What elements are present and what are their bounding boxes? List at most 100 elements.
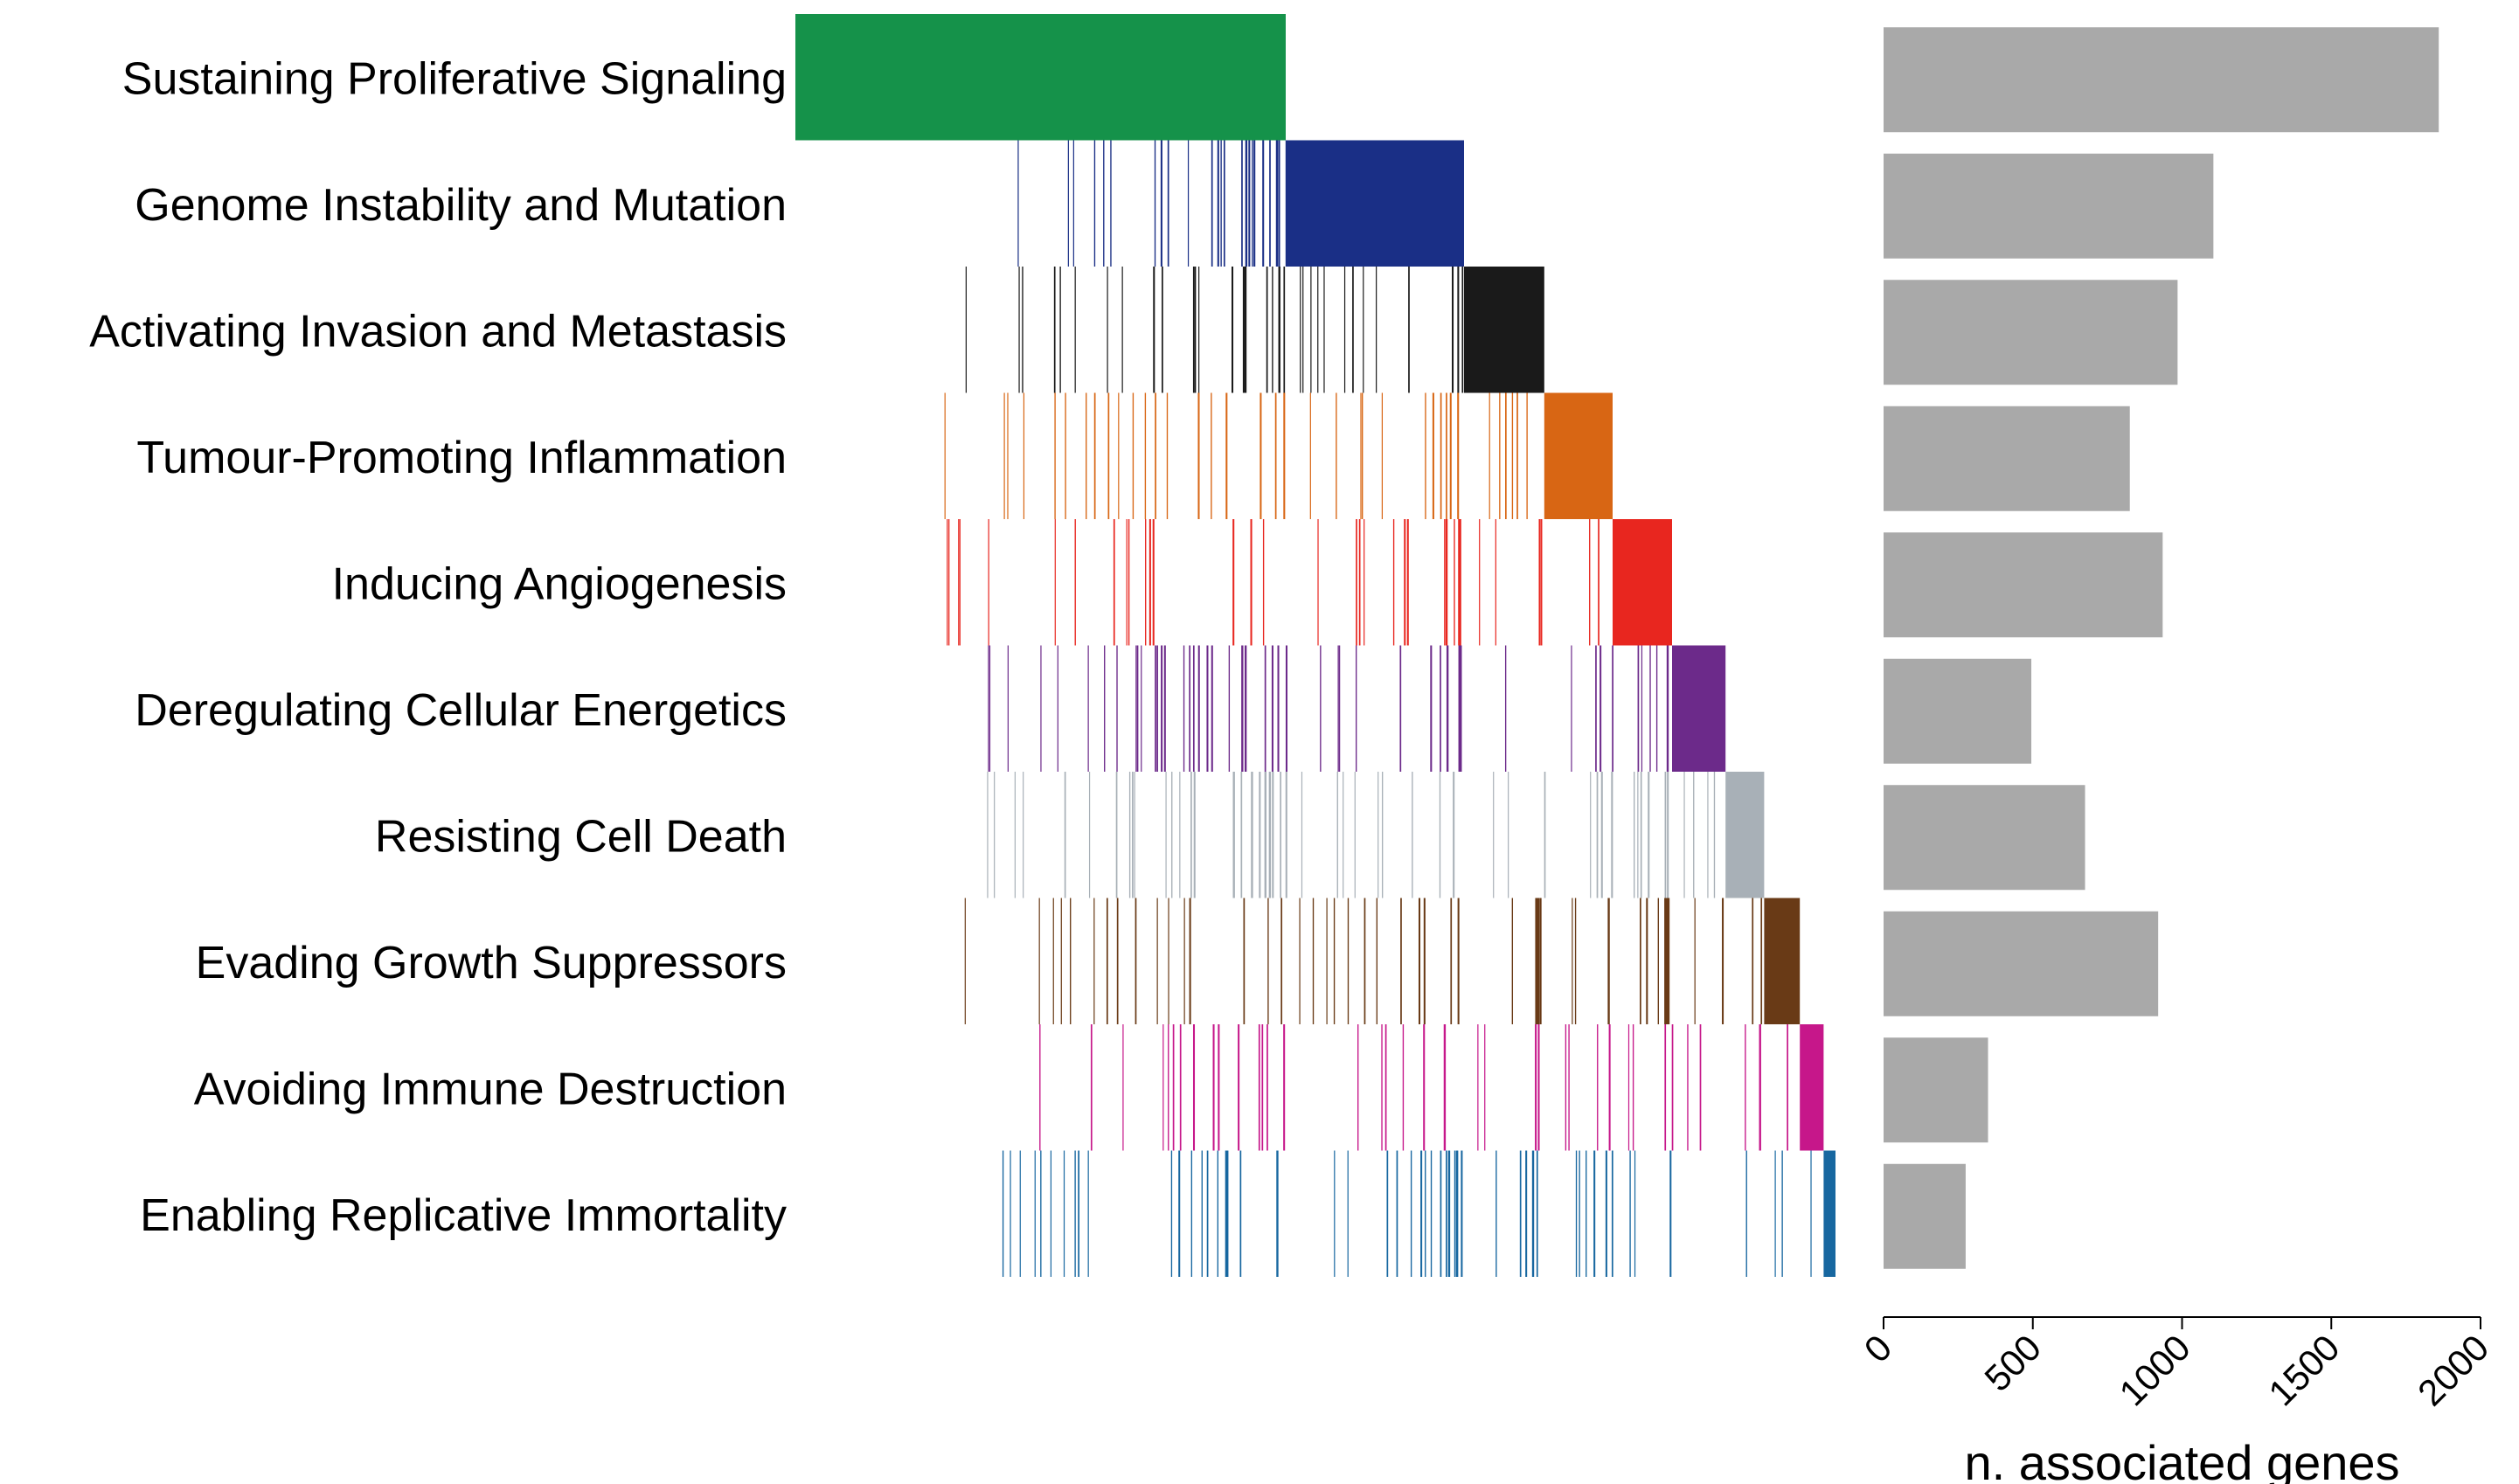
heatmap-stripe <box>1155 645 1156 772</box>
heatmap-stripe <box>1170 1150 1173 1277</box>
heatmap-stripe <box>1179 1024 1182 1151</box>
heatmap-stripe <box>1156 645 1158 772</box>
heatmap-stripe <box>1347 898 1350 1024</box>
heatmap-stripe <box>1640 772 1642 898</box>
heatmap-stripe <box>1540 519 1543 646</box>
heatmap-stripe <box>1479 519 1481 646</box>
row-labels: Sustaining Proliferative Signaling Genome… <box>89 53 787 1241</box>
heatmap-stripe <box>1218 1024 1220 1151</box>
heatmap-stripe <box>1206 1150 1209 1277</box>
heatmap-stripe <box>1107 392 1110 519</box>
heatmap-stripe <box>1386 1150 1389 1277</box>
heatmap-stripe <box>1358 519 1361 646</box>
heatmap-stripe <box>1261 1024 1264 1151</box>
heatmap-stripe <box>958 519 960 646</box>
heatmap-stripe <box>1423 898 1426 1024</box>
heatmap-stripe <box>1538 519 1541 646</box>
heatmap-stripe <box>1278 267 1280 393</box>
heatmap-stripe <box>1565 1024 1567 1151</box>
heatmap-stripe <box>1356 519 1357 646</box>
heatmap-stripe <box>1707 772 1709 898</box>
heatmap-stripe <box>1334 1150 1336 1277</box>
heatmap-stripe <box>1461 1150 1463 1277</box>
heatmap-stripe <box>1014 772 1016 898</box>
heatmap-stripe <box>1683 772 1685 898</box>
heatmap-stripe <box>1535 898 1537 1024</box>
heatmap-stripe <box>1245 140 1248 267</box>
heatmap-stripe <box>994 772 996 898</box>
bar-sustaining-proliferative-signaling <box>1884 27 2439 133</box>
heatmap-row-enabling-replicative-immortality <box>1002 1150 1835 1277</box>
heatmap-stripe <box>1285 140 1288 267</box>
heatmap-stripe <box>1070 898 1072 1024</box>
heatmap-stripe <box>1168 1024 1169 1151</box>
heatmap-stripe <box>1595 645 1597 772</box>
heatmap-stripe <box>1357 1024 1359 1151</box>
heatmap-stripe <box>1537 1024 1540 1151</box>
heatmap <box>795 14 1835 1277</box>
heatmap-stripe <box>1198 267 1200 393</box>
heatmap-stripe <box>1589 519 1591 646</box>
heatmap-stripe <box>1402 1024 1405 1151</box>
bar-genome-instability-and-mutation <box>1884 153 2214 259</box>
heatmap-stripe <box>1250 519 1253 646</box>
heatmap-stripe <box>1544 772 1546 898</box>
heatmap-stripe <box>1266 1024 1268 1151</box>
heatmap-stripe <box>1444 519 1446 646</box>
heatmap-stripe <box>1243 898 1246 1024</box>
heatmap-stripe <box>1017 140 1019 267</box>
heatmap-stripe <box>1537 898 1540 1024</box>
heatmap-row-sustaining-proliferative-signaling <box>795 14 1286 141</box>
heatmap-stripe <box>1272 267 1273 393</box>
row-label-inducing-angiogenesis: Inducing Angiogenesis <box>332 558 787 609</box>
heatmap-stripe <box>1664 772 1667 898</box>
heatmap-stripe <box>1007 645 1009 772</box>
bar-activating-invasion-and-metastasis <box>1884 280 2178 385</box>
heatmap-stripe <box>1687 1024 1689 1151</box>
heatmap-stripe <box>1526 392 1528 519</box>
heatmap-stripe <box>1192 1024 1196 1151</box>
heatmap-stripe <box>1132 392 1135 519</box>
heatmap-stripe <box>1336 772 1338 898</box>
heatmap-stripe <box>1593 1150 1596 1277</box>
x-tick-label: 1500 <box>2260 1327 2347 1413</box>
heatmap-stripe <box>1116 645 1118 772</box>
heatmap-stripe <box>1262 519 1265 646</box>
heatmap-stripe <box>1457 898 1460 1024</box>
heatmap-stripe <box>1632 1024 1634 1151</box>
heatmap-stripe <box>1536 1150 1538 1277</box>
heatmap-stripe <box>948 519 950 646</box>
heatmap-stripe <box>1446 1150 1447 1277</box>
heatmap-stripe <box>1122 1024 1124 1151</box>
heatmap-stripe <box>1093 392 1096 519</box>
heatmap-stripe <box>1197 392 1200 519</box>
heatmap-stripe <box>1352 267 1354 393</box>
heatmap-stripe <box>1745 1150 1747 1277</box>
heatmap-stripe <box>1396 1150 1398 1277</box>
heatmap-stripe <box>1166 392 1169 519</box>
heatmap-stripe <box>1106 898 1108 1024</box>
heatmap-stripe <box>1457 392 1460 519</box>
heatmap-stripe <box>1260 392 1262 519</box>
heatmap-stripe <box>1093 140 1096 267</box>
heatmap-stripe <box>1244 645 1247 772</box>
heatmap-stripe <box>1022 267 1024 393</box>
heatmap-stripe <box>1608 1024 1611 1151</box>
heatmap-stripe <box>1054 392 1056 519</box>
heatmap-stripe <box>1641 645 1643 772</box>
heatmap-stripe <box>1192 267 1195 393</box>
heatmap-row-tumour-promoting-inflammation <box>944 392 1613 519</box>
heatmap-stripe <box>1113 519 1115 646</box>
heatmap-stripe <box>1454 1150 1456 1277</box>
heatmap-stripe <box>964 898 966 1024</box>
heatmap-stripe <box>1183 645 1185 772</box>
heatmap-stripe <box>1568 1024 1570 1151</box>
heatmap-stripe <box>965 267 967 393</box>
heatmap-stripe <box>1161 645 1163 772</box>
heatmap-block-inducing-angiogenesis <box>1613 519 1672 646</box>
heatmap-stripe <box>1190 1150 1193 1277</box>
heatmap-stripe <box>1155 392 1156 519</box>
heatmap-stripe <box>1760 898 1763 1024</box>
heatmap-stripe <box>1299 898 1301 1024</box>
